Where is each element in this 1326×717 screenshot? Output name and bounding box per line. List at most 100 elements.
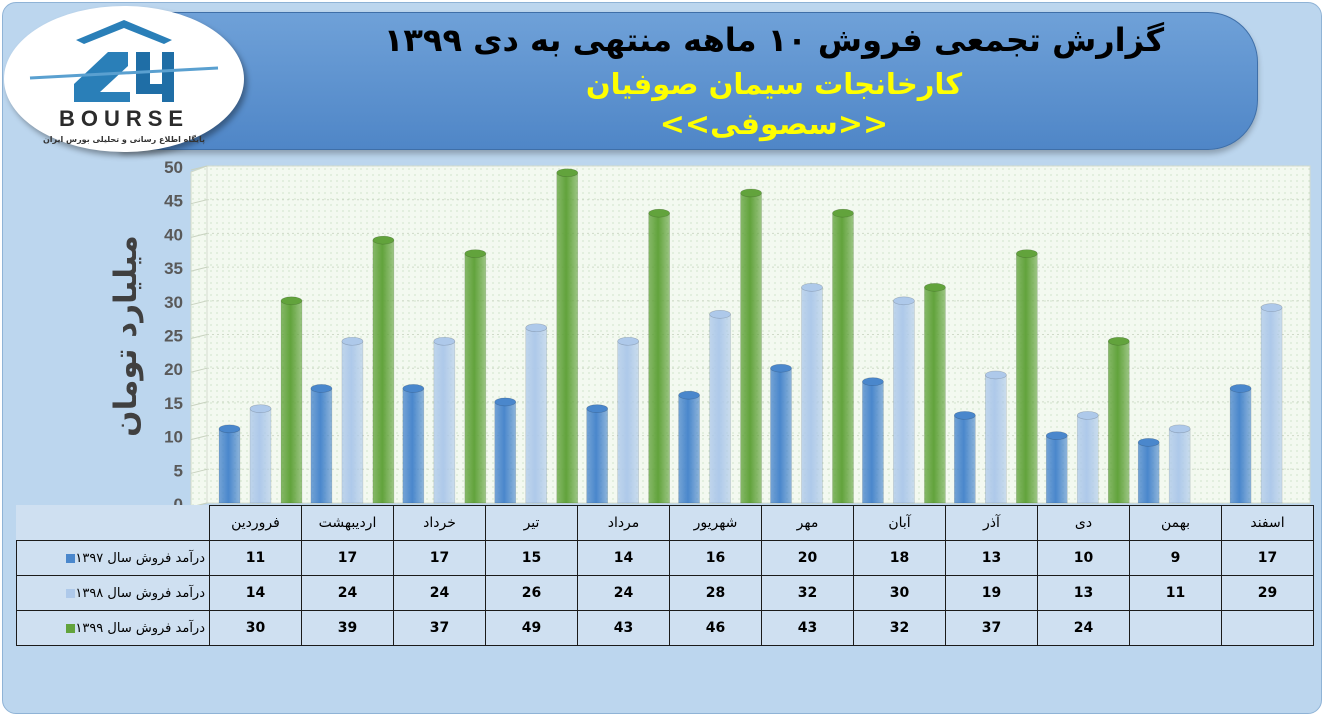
y-tick-label: 45 xyxy=(164,192,183,211)
bar-top xyxy=(1107,336,1130,346)
bar xyxy=(954,415,976,504)
bar-top xyxy=(494,397,517,407)
bar xyxy=(402,388,425,504)
data-label: 24 xyxy=(577,575,670,611)
bar xyxy=(464,253,487,504)
bar xyxy=(740,192,762,504)
data-label: 32 xyxy=(761,575,854,611)
bar xyxy=(1016,253,1038,504)
bar xyxy=(1045,435,1068,504)
data-table: فروردین اردیبهشت خرداد تیر مرداد شهریور مهر آبا… xyxy=(16,505,1314,646)
data-label xyxy=(1221,610,1314,646)
bar-top xyxy=(1045,431,1068,440)
bar-top xyxy=(218,424,241,434)
bar xyxy=(310,388,333,504)
data-label: 39 xyxy=(301,610,394,646)
bar-top xyxy=(586,404,608,413)
gridline-side xyxy=(190,165,208,171)
data-label: 26 xyxy=(485,575,578,611)
gridline-side xyxy=(190,199,208,205)
bar-top xyxy=(310,384,333,393)
data-label: 16 xyxy=(669,540,762,576)
bar-top xyxy=(1168,424,1191,434)
bar xyxy=(249,408,272,504)
bar-top xyxy=(617,336,639,346)
gridline-side xyxy=(190,401,208,407)
bar-top xyxy=(341,336,364,346)
logo-text: BOURSE xyxy=(59,106,189,131)
y-tick-label: 10 xyxy=(164,428,183,447)
bar xyxy=(801,287,823,504)
data-label: 17 xyxy=(1221,540,1314,576)
bar xyxy=(985,374,1007,504)
gridline-side xyxy=(190,266,208,272)
bar-top xyxy=(1260,303,1283,312)
data-label: 32 xyxy=(853,610,946,646)
bar-top xyxy=(709,309,731,319)
bar xyxy=(924,287,946,504)
x-tick-label: بهمن xyxy=(1129,505,1222,541)
bar-top xyxy=(954,411,976,420)
y-tick-label: 35 xyxy=(164,259,183,278)
bar-top xyxy=(1137,438,1160,447)
data-label: 30 xyxy=(853,575,946,611)
y-tick-label: 0 xyxy=(174,495,183,514)
bar-top xyxy=(1016,249,1038,258)
logo-mark-icon xyxy=(29,20,219,102)
bourse24-logo: BOURSE پایگاه اطلاع رسانی و تحلیلی بورس … xyxy=(4,6,244,152)
y-tick-label: 30 xyxy=(164,293,183,312)
bar-top xyxy=(648,208,670,218)
bar-top xyxy=(832,208,854,218)
bar xyxy=(1260,307,1283,504)
data-label: 37 xyxy=(393,610,486,646)
y-axis-label: میلیارد تومان xyxy=(108,235,144,437)
y-tick-label: 40 xyxy=(164,225,183,244)
data-label: 14 xyxy=(577,540,670,576)
gridline-side xyxy=(190,367,208,373)
ticker-symbol: <<سصوفی>> xyxy=(659,107,889,142)
bar xyxy=(341,340,364,504)
x-tick-label: تیر xyxy=(485,505,578,541)
bar-top xyxy=(893,296,915,306)
bar-top xyxy=(985,370,1007,380)
bar xyxy=(617,340,639,504)
data-label: 43 xyxy=(761,610,854,646)
data-label: 24 xyxy=(393,575,486,611)
data-label: 17 xyxy=(393,540,486,576)
legend-swatch-1399 xyxy=(66,623,76,633)
data-label: 17 xyxy=(301,540,394,576)
legend-swatch-1397 xyxy=(66,553,76,563)
bar-top xyxy=(740,188,762,198)
data-label: 20 xyxy=(761,540,854,576)
data-label: 11 xyxy=(1129,575,1222,611)
x-tick-label: شهریور xyxy=(669,505,762,541)
bar xyxy=(556,172,579,504)
gridline-side xyxy=(190,232,208,238)
bar-top xyxy=(556,168,579,178)
bar xyxy=(1137,442,1160,504)
table-row-label-1397: درآمد فروش سال ۱۳۹۷ xyxy=(16,540,210,576)
data-label: 19 xyxy=(945,575,1038,611)
data-label: 18 xyxy=(853,540,946,576)
table-corner xyxy=(16,505,210,541)
bar-top xyxy=(924,283,946,292)
x-tick-label: اردیبهشت xyxy=(301,505,394,541)
data-label: 37 xyxy=(945,610,1038,646)
bar xyxy=(862,381,884,504)
bar-top xyxy=(862,377,884,386)
bar xyxy=(770,367,792,504)
bar xyxy=(372,239,395,504)
bar-top xyxy=(280,296,303,306)
logo-tagline: پایگاه اطلاع رسانی و تحلیلی بورس ایران xyxy=(43,134,205,145)
gridline-side xyxy=(190,300,208,306)
bar xyxy=(709,313,731,504)
bar-top xyxy=(1076,411,1099,420)
table-row-label-1398: درآمد فروش سال ۱۳۹۸ xyxy=(16,575,210,611)
data-label: 13 xyxy=(945,540,1038,576)
data-label: 24 xyxy=(301,575,394,611)
gridline-side xyxy=(190,334,208,339)
gridline-side xyxy=(190,435,208,441)
y-tick-label: 15 xyxy=(164,394,183,413)
bar xyxy=(586,408,608,504)
